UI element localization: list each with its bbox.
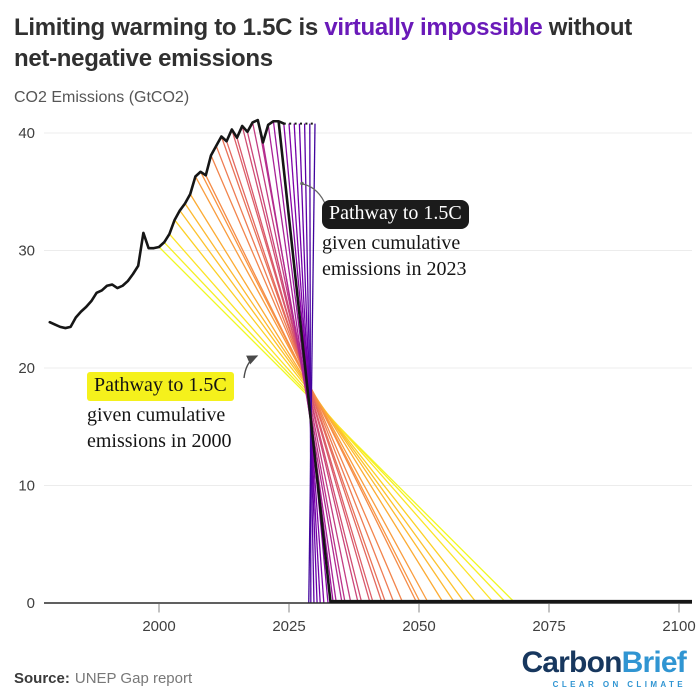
logo-carbon: Carbon: [521, 646, 622, 679]
logo-brief: Brief: [621, 646, 687, 679]
source-label: Source:: [14, 670, 70, 687]
x-tick-label-2100: 2100: [662, 618, 695, 635]
y-tick-label-30: 30: [18, 243, 35, 260]
x-tick-label-2050: 2050: [402, 618, 435, 635]
annotation-2000-line2: given cumulative: [87, 403, 226, 426]
annotation-2023-label: Pathway to 1.5C: [322, 200, 469, 229]
pathway-2029: [309, 123, 312, 604]
y-tick-label-10: 10: [18, 478, 35, 495]
historical-emissions-line: [48, 118, 286, 330]
pathway-2023-emphasis: [277, 121, 332, 604]
annotation-2023-line2: given cumulative: [322, 231, 461, 254]
pathway-2030: [308, 123, 316, 604]
y-tick-label-20: 20: [18, 360, 35, 377]
x-tick-label-2075: 2075: [532, 618, 565, 635]
leader-2000-arrow: [243, 355, 259, 379]
logo-tagline: CLEAR ON CLIMATE: [552, 680, 686, 689]
pathway-2026: [293, 123, 321, 604]
carbonbrief-logo-wordmark: CarbonBrief: [521, 648, 686, 678]
x-tick-label-2000: 2000: [142, 618, 175, 635]
annotation-2023-line3: emissions in 2023: [322, 258, 467, 280]
x-tick-label-2025: 2025: [272, 618, 305, 635]
title-pre: Limiting warming to 1.5C is: [14, 14, 325, 41]
annotation-2000-label: Pathway to 1.5C: [87, 372, 234, 401]
pathway-2027: [298, 123, 318, 604]
source-note: Source: UNEP Gap report: [14, 670, 192, 687]
page-title: Limiting warming to 1.5C is virtually im…: [14, 12, 694, 74]
annotation-2000-line3: emissions in 2000: [87, 430, 232, 452]
annotation-pathway-2023: Pathway to 1.5C given cumulative emissio…: [322, 200, 469, 283]
y-tick-label-0: 0: [27, 595, 35, 612]
title-line-1: Limiting warming to 1.5C is virtually im…: [14, 12, 694, 43]
title-post: without: [542, 14, 633, 41]
y-tick-label-40: 40: [18, 125, 35, 142]
pathway-2025: [288, 123, 325, 604]
pathway-2021: [267, 124, 337, 604]
pathway-2020: [262, 142, 343, 604]
carbonbrief-logo: CarbonBrief CLEAR ON CLIMATE: [521, 648, 686, 690]
pathway-2028: [303, 123, 315, 604]
y-axis-unit-label: CO2 Emissions (GtCO2): [14, 89, 190, 106]
annotation-pathway-2000: Pathway to 1.5C given cumulative emissio…: [87, 372, 234, 455]
title-highlight: virtually impossible: [324, 14, 543, 41]
title-line-2: net-negative emissions: [14, 45, 273, 72]
source-text: UNEP Gap report: [74, 670, 193, 687]
